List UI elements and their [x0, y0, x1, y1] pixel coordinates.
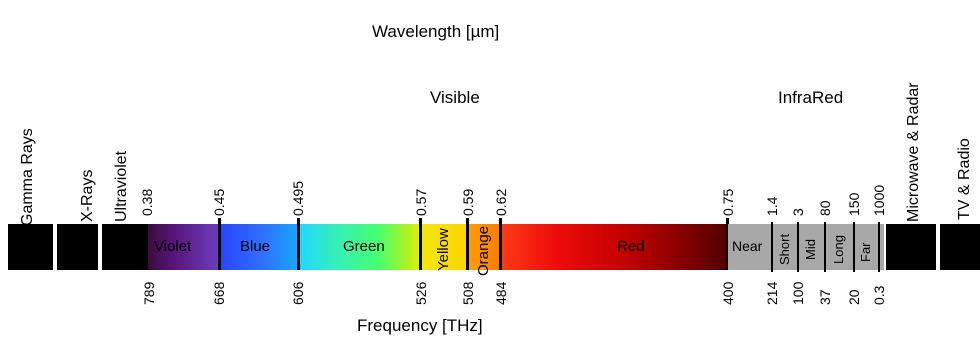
wavelength-tick: 0.57	[413, 188, 429, 216]
divider-075	[726, 218, 729, 270]
ir-divider-14	[771, 222, 773, 272]
wavelength-tick: 1000	[871, 184, 887, 216]
divider-057	[419, 218, 422, 270]
ir-divider-80	[824, 222, 826, 272]
ir-divider-1000	[878, 222, 880, 272]
gamma-rays-label: Gamma Rays	[19, 128, 36, 226]
infrared-segment	[728, 224, 884, 270]
microwave-radar-label: Microwave & Radar	[905, 82, 922, 222]
ir-divider-150	[853, 222, 855, 272]
violet-label: Violet	[154, 238, 192, 255]
wavelength-tick: 0.38	[139, 188, 155, 216]
frequency-tick: 668	[211, 281, 227, 305]
divider-0495	[297, 218, 300, 270]
frequency-tick: 526	[413, 281, 429, 305]
wavelength-tick: 80	[817, 200, 833, 216]
wavelength-tick: 150	[846, 192, 862, 216]
frequency-tick: 100	[790, 281, 806, 305]
wavelength-tick: 3	[790, 208, 806, 216]
frequency-tick: 20	[846, 289, 862, 305]
divider-062	[499, 218, 502, 270]
ir-divider-3	[797, 222, 799, 272]
ir-long-label: Long	[831, 235, 846, 264]
ir-mid-label: Mid	[803, 239, 818, 260]
x-rays-label: X-Rays	[79, 169, 96, 222]
frequency-tick: 0.3	[871, 285, 887, 305]
green-segment	[299, 224, 421, 270]
orange-label: Orange	[475, 225, 492, 276]
wavelength-tick: 1.4	[764, 196, 780, 216]
tv-radio-block	[940, 224, 980, 270]
frequency-tick: 214	[764, 281, 780, 305]
wavelength-tick: 0.59	[460, 188, 476, 216]
wavelength-tick: 0.62	[493, 188, 509, 216]
wavelength-tick: 0.45	[211, 188, 227, 216]
x-rays-block	[57, 224, 98, 270]
visible-heading: Visible	[430, 88, 480, 107]
red-segment	[501, 224, 728, 270]
red-label: Red	[617, 238, 645, 255]
ir-near-label: Near	[732, 238, 763, 254]
frequency-tick: 606	[290, 281, 306, 305]
ultraviolet-block	[102, 224, 148, 270]
wavelength-tick: 0.75	[720, 188, 736, 216]
microwave-radar-block	[886, 224, 936, 270]
frequency-tick: 789	[141, 281, 157, 305]
green-label: Green	[343, 238, 385, 255]
wavelength-title: Wavelength [µm]	[372, 22, 500, 41]
yellow-label: Yellow	[435, 228, 452, 271]
frequency-tick: 37	[817, 289, 833, 305]
divider-045	[218, 218, 221, 270]
infrared-heading: InfraRed	[778, 88, 844, 107]
frequency-tick: 484	[493, 281, 509, 305]
violet-segment	[148, 224, 220, 270]
tv-radio-label: TV & Radio	[956, 138, 973, 220]
yellow-segment	[421, 224, 468, 270]
frequency-tick: 508	[460, 281, 476, 305]
ir-short-label: Short	[777, 233, 792, 265]
blue-segment	[220, 224, 299, 270]
ultraviolet-label: Ultraviolet	[113, 150, 130, 222]
gamma-rays-block	[8, 224, 53, 270]
frequency-tick: 400	[720, 281, 736, 305]
frequency-title: Frequency [THz]	[357, 316, 483, 335]
ir-far-label: Far	[858, 242, 873, 263]
wavelength-tick: 0.495	[290, 180, 306, 216]
orange-segment	[468, 224, 501, 270]
divider-059	[466, 218, 469, 270]
blue-label: Blue	[240, 238, 271, 255]
